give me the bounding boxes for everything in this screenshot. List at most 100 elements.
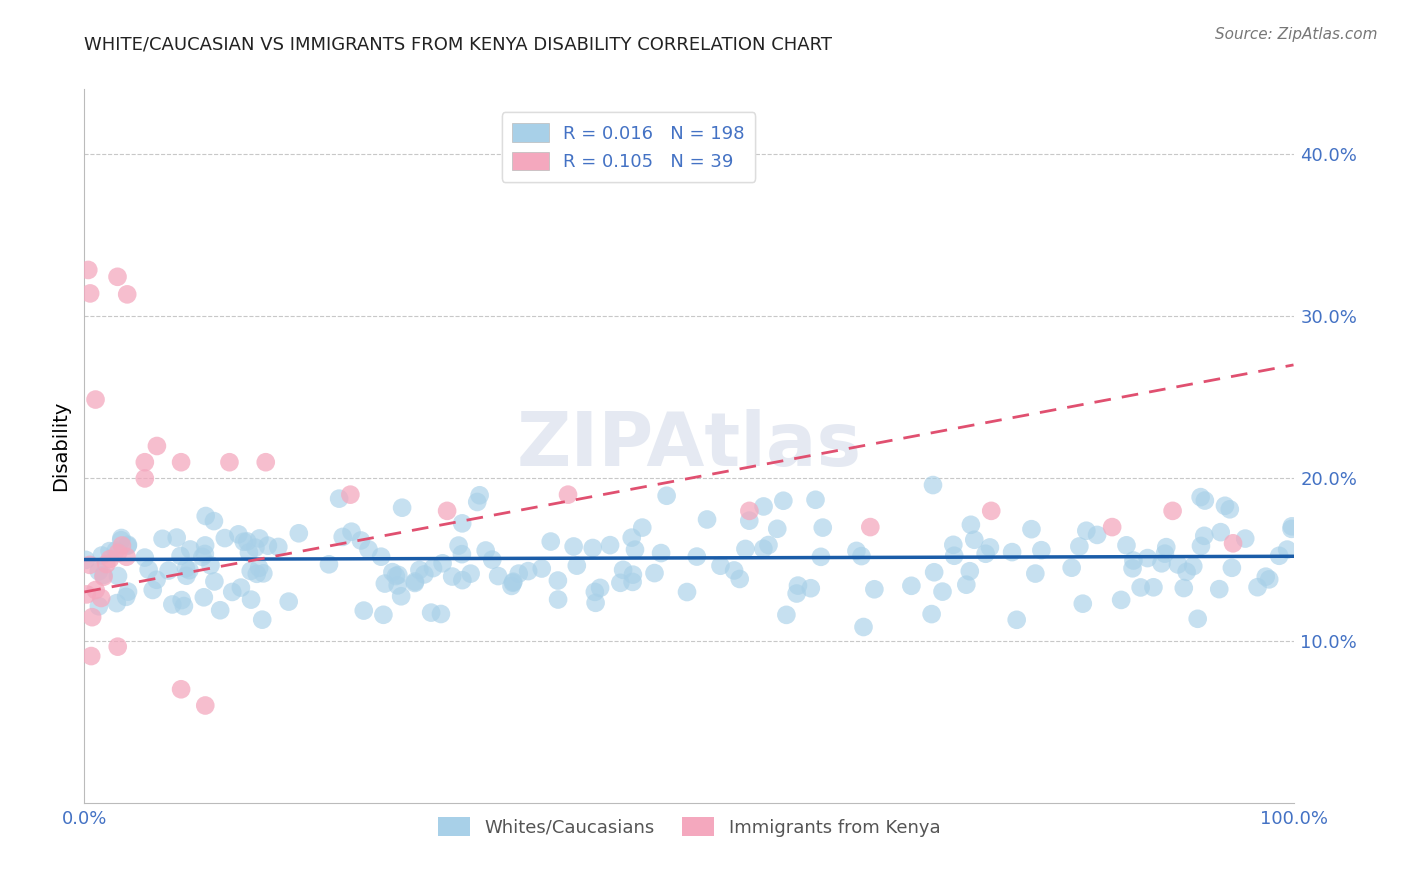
Whites/Caucasians (1208, 582, 1230, 596)
Whites/Caucasians (1122, 553, 1144, 567)
Whites/Caucasians (772, 493, 794, 508)
Whites/Caucasians (373, 607, 395, 622)
Whites/Caucasians (117, 584, 139, 599)
Immigrants from Kenya (115, 549, 138, 564)
Immigrants from Kenya (96, 557, 118, 571)
Whites/Caucasians (1182, 559, 1205, 574)
Immigrants from Kenya (859, 520, 882, 534)
Whites/Caucasians (931, 584, 953, 599)
Whites/Caucasians (501, 579, 523, 593)
Whites/Caucasians (75, 553, 97, 567)
Whites/Caucasians (547, 592, 569, 607)
Immigrants from Kenya (134, 455, 156, 469)
Immigrants from Kenya (82, 610, 104, 624)
Whites/Caucasians (451, 547, 474, 561)
Whites/Caucasians (481, 552, 503, 566)
Whites/Caucasians (723, 564, 745, 578)
Whites/Caucasians (1234, 532, 1257, 546)
Whites/Caucasians (138, 563, 160, 577)
Whites/Caucasians (547, 574, 569, 588)
Whites/Caucasians (221, 585, 243, 599)
Immigrants from Kenya (111, 539, 134, 553)
Whites/Caucasians (650, 546, 672, 560)
Whites/Caucasians (1254, 570, 1277, 584)
Whites/Caucasians (624, 542, 647, 557)
Immigrants from Kenya (146, 439, 169, 453)
Whites/Caucasians (246, 566, 269, 581)
Whites/Caucasians (804, 492, 827, 507)
Whites/Caucasians (441, 569, 464, 583)
Whites/Caucasians (202, 514, 225, 528)
Whites/Caucasians (328, 491, 350, 506)
Whites/Caucasians (214, 531, 236, 545)
Whites/Caucasians (350, 533, 373, 548)
Whites/Caucasians (332, 530, 354, 544)
Immigrants from Kenya (93, 570, 115, 584)
Whites/Caucasians (247, 561, 270, 575)
Whites/Caucasians (1071, 597, 1094, 611)
Whites/Caucasians (1268, 549, 1291, 563)
Whites/Caucasians (922, 478, 945, 492)
Immigrants from Kenya (107, 546, 129, 560)
Whites/Caucasians (381, 565, 404, 579)
Whites/Caucasians (157, 564, 180, 578)
Immigrants from Kenya (76, 587, 98, 601)
Immigrants from Kenya (254, 455, 277, 469)
Immigrants from Kenya (557, 488, 579, 502)
Whites/Caucasians (115, 590, 138, 604)
Whites/Caucasians (1122, 561, 1144, 575)
Whites/Caucasians (644, 566, 666, 580)
Whites/Caucasians (374, 576, 396, 591)
Whites/Caucasians (676, 585, 699, 599)
Whites/Caucasians (200, 558, 222, 573)
Immigrants from Kenya (90, 591, 112, 605)
Whites/Caucasians (1173, 581, 1195, 595)
Whites/Caucasians (387, 578, 409, 592)
Whites/Caucasians (1194, 493, 1216, 508)
Whites/Caucasians (229, 581, 252, 595)
Whites/Caucasians (252, 566, 274, 581)
Whites/Caucasians (631, 520, 654, 534)
Whites/Caucasians (239, 564, 262, 578)
Whites/Caucasians (766, 522, 789, 536)
Whites/Caucasians (1281, 522, 1303, 536)
Immigrants from Kenya (107, 269, 129, 284)
Whites/Caucasians (474, 543, 496, 558)
Whites/Caucasians (267, 540, 290, 554)
Whites/Caucasians (232, 534, 254, 549)
Immigrants from Kenya (115, 287, 138, 301)
Immigrants from Kenya (98, 552, 121, 566)
Whites/Caucasians (863, 582, 886, 597)
Whites/Caucasians (98, 544, 121, 558)
Immigrants from Kenya (194, 698, 217, 713)
Immigrants from Kenya (80, 649, 103, 664)
Whites/Caucasians (1005, 613, 1028, 627)
Whites/Caucasians (173, 599, 195, 613)
Whites/Caucasians (277, 594, 299, 608)
Whites/Caucasians (709, 558, 731, 573)
Whites/Caucasians (357, 542, 380, 557)
Whites/Caucasians (1154, 547, 1177, 561)
Whites/Caucasians (104, 543, 127, 558)
Whites/Caucasians (752, 541, 775, 556)
Whites/Caucasians (432, 556, 454, 570)
Whites/Caucasians (404, 574, 426, 589)
Whites/Caucasians (811, 520, 834, 534)
Whites/Caucasians (162, 598, 184, 612)
Whites/Caucasians (974, 547, 997, 561)
Whites/Caucasians (1219, 502, 1241, 516)
Whites/Caucasians (1109, 593, 1132, 607)
Immigrants from Kenya (79, 286, 101, 301)
Whites/Caucasians (1031, 543, 1053, 558)
Whites/Caucasians (959, 564, 981, 578)
Whites/Caucasians (775, 607, 797, 622)
Whites/Caucasians (468, 488, 491, 502)
Immigrants from Kenya (436, 504, 458, 518)
Whites/Caucasians (105, 596, 128, 610)
Whites/Caucasians (1076, 524, 1098, 538)
Text: Source: ZipAtlas.com: Source: ZipAtlas.com (1215, 27, 1378, 42)
Whites/Caucasians (502, 574, 524, 589)
Immigrants from Kenya (1161, 504, 1184, 518)
Whites/Caucasians (943, 549, 966, 563)
Whites/Caucasians (540, 534, 562, 549)
